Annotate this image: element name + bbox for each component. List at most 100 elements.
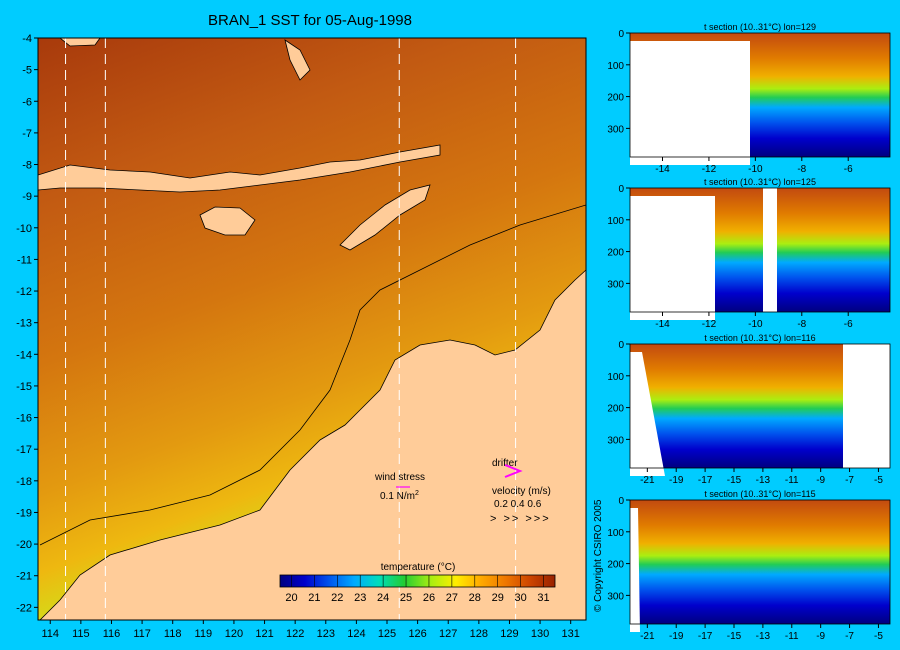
map-y-tick-label: -19 [16, 507, 32, 519]
map-x-tick-label: 127 [439, 628, 457, 640]
timor-island [339, 184, 431, 251]
map-x-tick-label: 117 [133, 628, 151, 640]
map-y-tick-label: -5 [22, 65, 32, 77]
section-x-tick-label: -21 [640, 631, 655, 642]
section-x-tick-label: -14 [655, 164, 670, 175]
map-y-tick-label: -13 [16, 318, 32, 330]
section-y-tick-label: 300 [607, 279, 624, 290]
colorbar-tick-label: 26 [423, 592, 435, 604]
section-y-tick-label: 0 [618, 340, 624, 351]
colorbar-tick-label: 24 [377, 592, 389, 604]
drifter-label: drifter [492, 458, 518, 469]
section-x-tick-label: -8 [797, 164, 806, 175]
section-land-mask [630, 196, 715, 320]
section-land-mask [630, 508, 640, 632]
section-y-tick-label: 100 [607, 216, 624, 227]
section-x-tick-label: -9 [816, 631, 825, 642]
section-x-tick-label: -15 [727, 631, 742, 642]
map-y-tick-label: -10 [16, 223, 32, 235]
section-frame [629, 32, 891, 158]
map-x-tick-label: 120 [225, 628, 243, 640]
colorbar-tick-label: 21 [308, 592, 320, 604]
section-y-tick-label: 200 [607, 93, 624, 104]
section-panel-2: t section (10..31°C) lon=125 -14 -12 -10 -8 -… [607, 177, 891, 330]
map-x-tick-label: 125 [378, 628, 396, 640]
colorbar-tick-label: 20 [285, 592, 297, 604]
australia-landmass [39, 269, 586, 620]
map-x-tick-label: 116 [103, 628, 121, 640]
section-land-mask [843, 344, 890, 468]
section-y-tick-label: 100 [607, 372, 624, 383]
section-y-tick-label: 100 [607, 528, 624, 539]
section-x-tick-label: -19 [669, 475, 684, 486]
map-y-tick-label: -12 [16, 286, 32, 298]
section-frame [629, 343, 891, 469]
section-x-tick-label: -17 [698, 631, 713, 642]
section-x-tick-label: -17 [698, 475, 713, 486]
section-x-tick-label: -15 [727, 475, 742, 486]
map-y-tick-label: -20 [16, 539, 32, 551]
section-land-mask [763, 188, 777, 312]
velocity-scale: 0.2 0.4 0.6 [494, 499, 542, 510]
wind-stress-label: wind stress [374, 472, 425, 483]
colorbar-label: temperature (°C) [381, 562, 456, 573]
map-y-tick-label: -11 [17, 254, 32, 266]
velocity-arrows: > >> >>> [490, 513, 551, 525]
section-temperature-field [630, 500, 890, 624]
map-y-tick-label: -6 [22, 96, 32, 108]
map-y-tick-label: -18 [16, 476, 32, 488]
map-x-tick-label: 121 [255, 628, 273, 640]
map-x-tick-label: 126 [408, 628, 426, 640]
section-title: t section (10..31°C) lon=115 [704, 489, 815, 499]
section-x-tick-label: -9 [816, 475, 825, 486]
colorbar-tick-label: 29 [492, 592, 504, 604]
map-y-tick-label: -4 [22, 33, 32, 45]
section-x-tick-label: -11 [785, 475, 799, 486]
nusa-tenggara-chain [38, 144, 441, 193]
colorbar-tick-label: 25 [400, 592, 412, 604]
section-x-tick-label: -5 [874, 475, 883, 486]
section-x-tick-label: -6 [844, 319, 853, 330]
map-y-tick-label: -14 [16, 349, 32, 361]
map-title: BRAN_1 SST for 05-Aug-1998 [207, 12, 412, 29]
wind-stress-value: 0.1 N/m2 [380, 490, 419, 502]
map-y-tick-label: -8 [22, 160, 32, 172]
section-x-tick-label: -12 [702, 319, 717, 330]
section-y-tick-label: 0 [618, 496, 624, 507]
section-title: t section (10..31°C) lon=125 [704, 177, 816, 187]
section-x-tick-label: -13 [756, 631, 771, 642]
section-y-tick-label: 100 [607, 61, 624, 72]
colorbar-tick-label: 22 [331, 592, 343, 604]
section-y-tick-label: 200 [607, 560, 624, 571]
section-frame [629, 187, 891, 313]
sulawesi-islands [284, 39, 311, 81]
sumba-island [199, 206, 256, 236]
map-x-tick-label: 130 [531, 628, 549, 640]
colorbar-tick-label: 27 [446, 592, 458, 604]
section-land-mask [630, 352, 665, 476]
section-x-tick-label: -10 [748, 319, 763, 330]
colorbar-tick-label: 28 [469, 592, 481, 604]
map-y-tick-label: -17 [16, 444, 32, 456]
map-x-tick-label: 118 [164, 628, 182, 640]
map-y-tick-label: -16 [16, 413, 32, 425]
section-y-tick-label: 300 [607, 435, 624, 446]
section-x-tick-label: -19 [669, 631, 684, 642]
map-x-tick-label: 131 [562, 628, 580, 640]
map-x-tick-label: 114 [41, 628, 59, 640]
velocity-label: velocity (m/s) [492, 486, 551, 497]
map-x-tick-label: 123 [317, 628, 335, 640]
section-x-tick-label: -12 [702, 164, 717, 175]
section-x-tick-label: -6 [844, 164, 853, 175]
section-y-tick-label: 0 [618, 29, 624, 40]
map-x-tick-label: 119 [195, 628, 213, 640]
section-land-mask [630, 41, 750, 165]
section-panel-3: t section (10..31°C) lon=116 -21 -19 -17 -15… [607, 333, 891, 486]
map-y-tick-label: -22 [16, 602, 32, 614]
main-map-chart: 114 115 116 117 118 119 120 121 122 123 124 125 126 1… [16, 33, 587, 640]
section-panels: t section (10..31°C) lon=129 -14 -12 -10 -8 -… [607, 22, 891, 642]
section-x-tick-label: -14 [655, 319, 670, 330]
colorbar-tick-label: 23 [354, 592, 366, 604]
north-coast-islands [59, 38, 101, 47]
section-x-tick-label: -8 [797, 319, 806, 330]
